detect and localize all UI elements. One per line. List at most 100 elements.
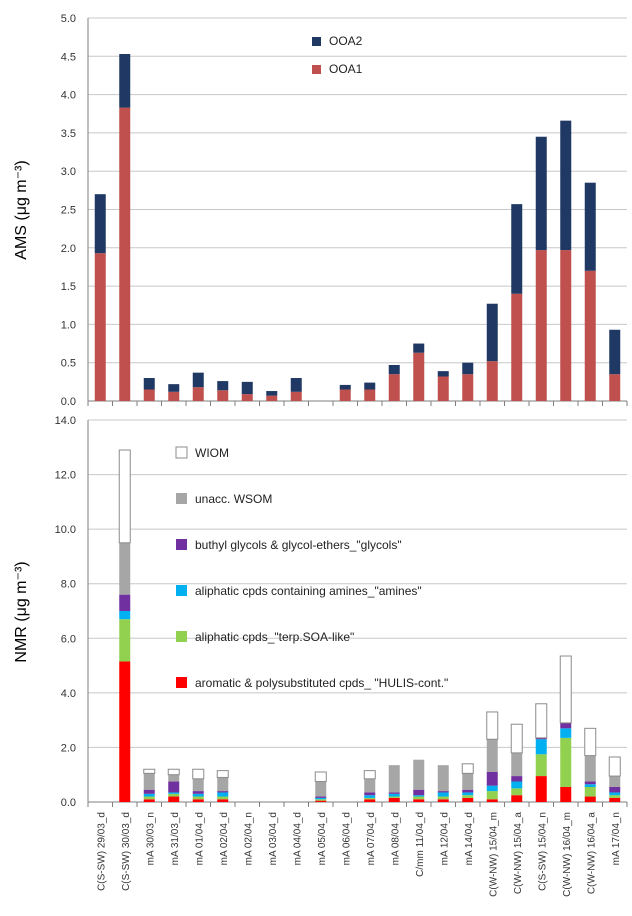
x-category-label: mA 04/04_d (292, 812, 303, 865)
bar-segment (486, 771, 498, 786)
bar-segment (388, 796, 400, 798)
bar-segment (388, 374, 400, 401)
bar-segment (511, 788, 523, 796)
y-tick-label: 0.5 (61, 358, 76, 370)
bar-segment (413, 759, 425, 790)
legend-swatch (176, 631, 187, 642)
bar-segment (388, 765, 400, 793)
bar-segment (241, 381, 253, 395)
bar-segment (535, 739, 547, 755)
bar-segment (388, 792, 400, 794)
legend-swatch (176, 585, 187, 596)
bar-segment (535, 250, 547, 401)
y-tick-label: 5.0 (61, 13, 76, 25)
bar-segment (462, 789, 474, 793)
x-category-label: C(W-NW) 15/04_m (488, 812, 499, 897)
bar-segment (510, 723, 523, 754)
bar-segment (560, 722, 572, 729)
bar-segment (462, 362, 474, 375)
bar-segment (511, 752, 523, 777)
bar-segment (584, 727, 597, 757)
bar-segment (511, 781, 523, 789)
bar-segment (388, 793, 400, 797)
bar-segment (168, 796, 180, 802)
bar-segment (413, 343, 425, 353)
bar-segment (167, 768, 180, 776)
bar-segment (584, 781, 596, 785)
bar-segment (192, 387, 204, 401)
bar-segment (437, 376, 449, 401)
y-axis-title: NMR (μg m⁻³) (13, 561, 30, 662)
y-tick-label: 1.0 (61, 319, 76, 331)
bar-segment (119, 594, 131, 611)
bar-segment (364, 795, 376, 798)
legend-label: WIOM (195, 446, 229, 460)
bar-segment (437, 799, 449, 802)
bar-segment (560, 120, 572, 251)
bar-segment (609, 792, 621, 796)
legend-swatch (175, 446, 188, 459)
bar-segment (364, 778, 376, 793)
bar-segment (143, 796, 155, 800)
legend-swatch (176, 539, 187, 550)
bar-segment (266, 395, 278, 401)
bar-segment (584, 270, 596, 401)
bar-segment (168, 774, 180, 782)
x-category-label: mA 02/04_n (243, 812, 254, 865)
y-tick-label: 1.5 (61, 281, 76, 293)
bar-segment (511, 204, 523, 294)
x-category-label: mA 14/04_d (464, 812, 475, 865)
bar-segment (535, 754, 547, 777)
bar-segment (339, 384, 351, 390)
bar-segment (290, 378, 302, 392)
bar-segment (462, 374, 474, 401)
y-tick-label: 10.0 (55, 524, 76, 536)
bar-segment (364, 799, 376, 802)
bar-segment (486, 711, 499, 740)
bar-segment (437, 791, 449, 793)
legend-label: OOA2 (329, 34, 363, 48)
bar-segment (560, 250, 572, 401)
bar-segment (559, 655, 572, 724)
x-category-label: C(W-NW) 16/04_m (562, 812, 573, 897)
bar-segment (437, 796, 449, 800)
x-category-label: mA 06/04_d (341, 812, 352, 865)
bar-segment (192, 778, 204, 792)
bar-segment (266, 391, 278, 396)
y-tick-label: 4.0 (61, 688, 76, 700)
bar-segment (315, 781, 327, 797)
bar-segment (462, 797, 474, 802)
bar-segment (192, 791, 204, 794)
bar-segment (94, 253, 106, 401)
bar-segment (364, 382, 376, 390)
y-tick-label: 2.0 (61, 243, 76, 255)
bar-segment (168, 384, 180, 392)
bar-segment (143, 789, 155, 794)
bar-segment (462, 773, 474, 790)
bar-segment (119, 619, 131, 662)
bar-segment (364, 792, 376, 796)
bar-segment (192, 793, 204, 797)
y-tick-label: 3.0 (61, 166, 76, 178)
bar-segment (486, 739, 498, 772)
bar-segment (119, 661, 131, 802)
bar-segment (511, 776, 523, 782)
bar-segment (119, 54, 131, 108)
bar-segment (413, 799, 425, 802)
bar-segment (143, 378, 155, 390)
bar-segment (584, 755, 596, 782)
legend-label: unacc. WSOM (195, 492, 272, 506)
bar-segment (192, 796, 204, 800)
legend-swatch (176, 677, 187, 688)
bar-segment (486, 361, 498, 401)
bar-segment (315, 800, 327, 802)
bar-segment (118, 449, 131, 544)
bar-segment (584, 796, 596, 802)
bar-segment (217, 791, 229, 793)
bar-segment (363, 770, 376, 780)
bar-segment (315, 796, 327, 798)
bar-segment (217, 777, 229, 792)
x-category-label: C(W-NW) 16/04_a (586, 812, 597, 894)
bar-segment (217, 792, 229, 797)
bar-segment (609, 329, 621, 375)
